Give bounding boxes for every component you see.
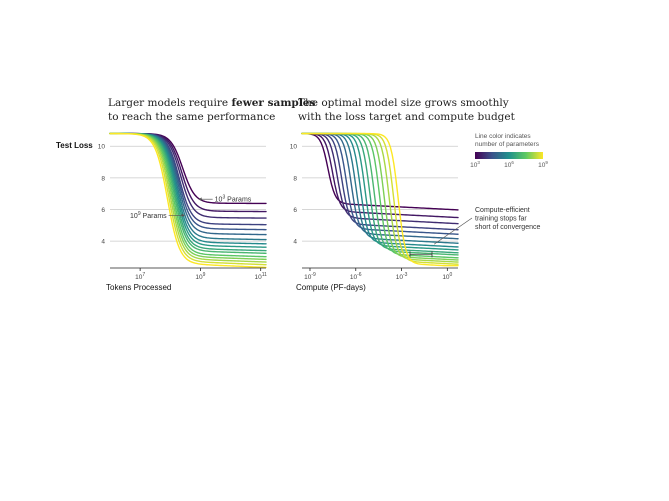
right-ytick-label: 8 [293, 175, 297, 182]
right-xtick-label: 10-9 [304, 272, 316, 281]
right-xlabel: Compute (PF-days) [296, 283, 366, 292]
colorbar-tick-label: 106 [504, 160, 514, 169]
right-xtick-label: 100 [442, 272, 452, 281]
left-title-part-3: to reach the same performance [108, 111, 275, 123]
right-series-line [301, 132, 459, 267]
colorbar-title: Line color indicates number of parameter… [475, 133, 540, 148]
right-series-line [301, 132, 459, 225]
left-xtick-label: 107 [135, 272, 145, 281]
right-xtick-label: 10-3 [396, 272, 408, 281]
right-series-line [301, 132, 459, 211]
params-large-arrowhead [181, 213, 185, 218]
right-title-part-1: The optimal model size grows smoothly [298, 97, 509, 109]
compute-chart: The optimal model size grows smoothly wi… [290, 97, 541, 292]
left-series-line [109, 132, 267, 205]
compute-efficient-label: short of convergence [475, 224, 540, 231]
right-ytick-label: 6 [293, 207, 297, 214]
left-ytick-label: 8 [101, 175, 105, 182]
right-chart-title: The optimal model size grows smoothly wi… [298, 97, 516, 123]
params-small-arrowhead [198, 197, 202, 202]
colorbar-tick-label: 109 [538, 160, 548, 169]
tokens-chart: Larger models require fewer samples to r… [56, 97, 319, 292]
left-title-part-1: Larger models require [108, 97, 232, 109]
compute-efficient-label: Compute-efficient [475, 207, 530, 214]
left-ytick-label: 4 [101, 239, 105, 246]
right-series-line [301, 132, 459, 231]
right-series-line [301, 132, 459, 244]
right-title-part-2: with the loss target and compute budget [298, 111, 516, 123]
compute-efficient-arrow [433, 217, 473, 245]
left-ytick-label: 6 [101, 207, 105, 214]
left-ylabel: Test Loss [56, 141, 93, 150]
left-series-line [109, 132, 267, 269]
right-series-line [301, 132, 459, 219]
right-ytick-label: 4 [293, 239, 297, 246]
right-xtick-label: 10-6 [350, 272, 362, 281]
left-xlabel: Tokens Processed [106, 283, 171, 292]
colorbar-legend: Line color indicates number of parameter… [470, 133, 548, 169]
left-series-line [109, 132, 267, 254]
left-xtick-label: 109 [195, 272, 205, 281]
colorbar-title-line-1: Line color indicates [475, 133, 531, 140]
left-chart-title: Larger models require fewer samples to r… [108, 97, 319, 123]
left-ytick-label: 10 [98, 144, 106, 151]
colorbar-tick-label: 103 [470, 160, 480, 169]
colorbar-gradient [475, 152, 543, 159]
left-series-line [109, 132, 267, 245]
left-title-part-2: fewer samples [232, 97, 316, 109]
compute-efficient-label: training stops far [475, 216, 527, 223]
params-large-label: 109 Params [130, 211, 167, 220]
colorbar-title-line-2: number of parameters [475, 141, 540, 148]
right-ytick-label: 10 [290, 144, 298, 151]
left-xtick-label: 1011 [254, 272, 267, 281]
params-small-label: 103 Params [215, 195, 252, 204]
